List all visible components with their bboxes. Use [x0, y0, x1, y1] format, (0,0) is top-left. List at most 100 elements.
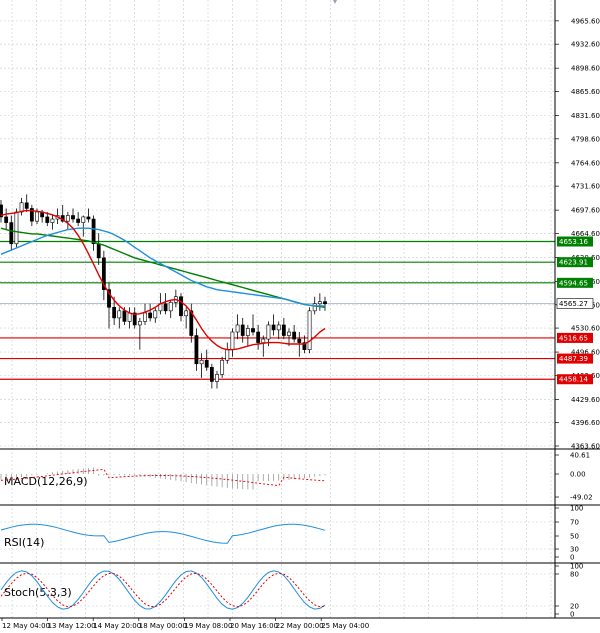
stoch-d-line — [0, 572, 326, 608]
rsi-label: RSI(14) — [4, 536, 44, 549]
candle-body — [189, 310, 194, 336]
candle-body — [230, 331, 235, 350]
candle — [86, 208, 91, 223]
candle-body — [240, 324, 245, 336]
macd-label: MACD(12,26,9) — [4, 475, 88, 488]
candle — [251, 314, 255, 336]
candle — [194, 328, 199, 371]
candle — [45, 211, 50, 227]
candle — [276, 321, 281, 340]
price-tick-label: 4865.60 — [571, 88, 600, 96]
candle-body — [199, 359, 204, 365]
candle-body — [184, 310, 189, 317]
candle-body — [91, 218, 96, 245]
candle-body — [302, 342, 307, 350]
candle-body — [76, 218, 81, 223]
price-tick-label: 4429.60 — [571, 396, 600, 404]
candle — [9, 215, 14, 251]
candle — [71, 208, 75, 223]
candle-body — [122, 310, 127, 322]
candle-body — [215, 374, 219, 382]
candle-body — [101, 257, 106, 290]
candle-body — [112, 307, 117, 319]
time-label: 19 May 08:00 — [184, 622, 232, 630]
candle — [215, 370, 219, 389]
candle — [0, 199, 3, 223]
candle — [204, 349, 209, 371]
candle — [4, 208, 9, 230]
price-tick-label: 4697.60 — [571, 207, 600, 215]
candle-body — [14, 211, 19, 245]
price-tick-label: 4396.60 — [571, 419, 600, 427]
level-price-box — [557, 277, 593, 288]
candle — [24, 194, 29, 212]
rsi-tick-label: 0 — [570, 554, 574, 562]
level-price-box — [557, 236, 593, 247]
stoch-panel[interactable]: Stoch(5,3,3) — [0, 570, 555, 610]
level-price-box — [557, 374, 593, 385]
level-price-box — [557, 332, 593, 343]
candle — [81, 215, 86, 237]
level-price-label: 4623.91 — [559, 259, 588, 267]
candle — [148, 303, 153, 322]
candle — [76, 211, 81, 227]
candle-body — [50, 218, 55, 223]
candle — [65, 211, 70, 230]
candle — [179, 293, 183, 322]
rsi-tick-label: 50 — [570, 533, 579, 541]
candle — [235, 314, 240, 340]
candle-body — [86, 216, 91, 220]
time-label: 20 May 16:00 — [230, 622, 278, 630]
candle-body — [65, 215, 70, 222]
candle-body — [266, 324, 271, 340]
level-price-label: 4458.14 — [559, 376, 588, 384]
candle-body — [81, 216, 86, 223]
price-panel[interactable] — [0, 194, 555, 389]
candle — [287, 328, 291, 347]
candle — [317, 293, 322, 311]
candle-body — [148, 312, 153, 319]
candle-body — [96, 243, 101, 259]
candle — [168, 300, 173, 318]
candle — [189, 303, 194, 343]
time-label: 14 May 20:00 — [93, 622, 141, 630]
candle-body — [45, 216, 50, 223]
price-tick-label: 4965.60 — [571, 17, 600, 25]
price-tick-label: 4831.60 — [571, 112, 600, 120]
time-label: 12 May 04:00 — [2, 622, 50, 630]
candle — [307, 307, 312, 354]
candle — [163, 293, 168, 315]
candle-body — [179, 296, 183, 317]
candle — [292, 324, 297, 343]
candle — [50, 215, 55, 230]
candle-body — [143, 312, 147, 322]
rsi-tick-label: 100 — [570, 505, 583, 513]
candle — [256, 324, 261, 350]
candle — [117, 307, 122, 329]
candle-body — [271, 324, 276, 331]
candle-body — [292, 331, 297, 340]
macd-panel[interactable]: MACD(12,26,9) — [0, 467, 326, 490]
candle — [91, 215, 96, 251]
rsi-panel[interactable]: RSI(14) — [0, 521, 555, 550]
macd-tick-label: -49.02 — [570, 494, 593, 502]
candle-body — [204, 359, 209, 368]
price-tick-label: 4731.60 — [571, 183, 600, 191]
candle — [132, 307, 137, 329]
time-label: 22 May 00:00 — [276, 622, 324, 630]
candle-body — [4, 216, 9, 223]
level-price-label: 4516.65 — [559, 334, 588, 342]
candle — [137, 317, 142, 350]
rsi-tick-label: 30 — [570, 546, 579, 554]
candle-body — [312, 303, 317, 312]
rsi-tick-label: 70 — [570, 519, 579, 527]
scroll-marker-icon — [333, 0, 337, 4]
candle-body — [9, 222, 14, 245]
candle-body — [209, 367, 214, 382]
candle-body — [317, 301, 322, 305]
candle-body — [132, 312, 137, 326]
candle-body — [297, 338, 302, 343]
time-label: 13 May 12:00 — [48, 622, 96, 630]
